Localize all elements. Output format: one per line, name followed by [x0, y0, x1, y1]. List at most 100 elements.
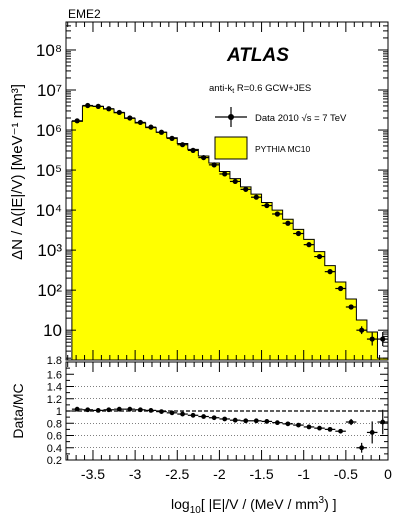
data-point — [327, 269, 333, 275]
ratio-point — [169, 410, 175, 416]
ratio-y-tick-label: 0.4 — [47, 443, 62, 455]
ratio-panel: 0.20.40.60.811.21.41.6 -3.5 -3 -2.5 -2 -1.5 -… — [10, 361, 392, 516]
data-point — [369, 336, 375, 342]
data-point — [232, 178, 238, 185]
data-point — [316, 253, 323, 260]
ratio-point — [232, 417, 238, 423]
ratio-point — [296, 422, 301, 428]
y-axis-label: ΔN / Δ(|E|/V) [MeV⁻¹ mm³] — [9, 84, 26, 260]
data-point — [158, 129, 165, 135]
ratio-y-tick-label: 1.2 — [47, 394, 62, 406]
ratio-y-tick-label: 0.8 — [47, 418, 62, 430]
ratio-point — [211, 415, 217, 421]
legend-mc-label: PYTHIA MC10 — [255, 144, 311, 154]
x-label-main: [ |E|/V / (MeV / mm — [201, 496, 319, 512]
ratio-point — [222, 416, 228, 422]
data-points — [71, 102, 388, 347]
x-tick-label: -2 — [213, 466, 226, 482]
data-point — [211, 162, 217, 168]
ratio-point — [359, 445, 365, 451]
data-point — [243, 186, 249, 192]
x-tick-label: -1.5 — [249, 466, 273, 482]
ratio-x-axis: -3.5 -3 -2.5 -2 -1.5 -1 -0.5 0 — [67, 362, 392, 482]
data-point — [201, 154, 207, 161]
ratio-plot-border — [65, 361, 389, 461]
x-label-end: ) ] — [324, 496, 336, 512]
mc-histogram-area — [71, 105, 389, 361]
data-point — [337, 285, 344, 292]
x-label-sub: 10 — [190, 505, 202, 516]
ratio-point — [74, 406, 80, 412]
jet-algorithm-label: anti-kt R=0.6 GCW+JES — [209, 83, 311, 95]
x-tick-label: -3 — [129, 466, 142, 482]
data-point — [116, 109, 122, 116]
ratio-point — [95, 407, 101, 413]
ratio-point — [159, 409, 164, 415]
data-point — [222, 171, 228, 177]
ratio-y-axis: 0.20.40.60.811.21.41.6 — [47, 361, 388, 467]
data-point — [106, 106, 112, 112]
y-tick-label: 10² — [37, 281, 62, 300]
ratio-y-tick-label: 0.6 — [47, 431, 62, 443]
data-point — [274, 211, 280, 217]
x-tick-label: 0 — [384, 466, 392, 482]
x-label-prefix: log — [171, 496, 190, 512]
main-plot-border — [65, 21, 389, 361]
legend-data-marker — [228, 114, 234, 120]
ratio-point — [253, 418, 259, 424]
region-label: EME2 — [68, 7, 101, 21]
ratio-point — [338, 428, 343, 434]
ratio-point — [190, 412, 196, 418]
ratio-point — [137, 407, 143, 413]
ratio-y-tick-label: 1.6 — [47, 369, 62, 381]
data-point — [179, 142, 186, 148]
data-point — [306, 242, 312, 248]
y-tick-label: 10⁵ — [36, 161, 62, 180]
x-tick-label: -2.5 — [165, 466, 189, 482]
data-point — [148, 124, 154, 130]
jet-algo-sub: t — [232, 88, 234, 95]
y-tick-label: 10⁸ — [36, 41, 62, 60]
data-point — [348, 304, 354, 310]
ratio-point — [180, 411, 185, 417]
ratio-point — [106, 407, 112, 413]
ratio-point — [285, 421, 291, 427]
ratio-point — [201, 414, 207, 419]
experiment-label: ATLAS — [226, 45, 289, 66]
data-point — [127, 115, 133, 121]
ratio-point — [243, 418, 249, 424]
legend-data-label: Data 2010 √s = 7 TeV — [255, 113, 347, 124]
x-label-sup: 3 — [319, 495, 325, 506]
ratio-y-tick-label: 0.2 — [47, 455, 62, 467]
jet-algo-suffix: R=0.6 GCW+JES — [234, 83, 311, 94]
ratio-point — [127, 406, 133, 412]
ratio-point — [380, 419, 386, 425]
data-point — [74, 118, 80, 124]
data-point — [190, 147, 196, 154]
x-tick-label: -3.5 — [81, 466, 105, 482]
y-tick-label: 10⁷ — [37, 81, 62, 100]
main-panel: 10 10² 10³ 10⁴ 10⁵ 10⁶ 10⁷ 10⁸ 1.8 EME2 ATLAS an… — [9, 7, 389, 367]
data-point — [95, 103, 101, 109]
ratio-point — [85, 407, 91, 413]
data-point — [359, 327, 365, 333]
data-point — [285, 220, 291, 226]
x-axis-label: log10[ |E|/V / (MeV / mm3) ] — [171, 495, 337, 516]
data-point — [253, 194, 259, 200]
legend-mc-swatch — [214, 136, 248, 160]
ratio-point — [306, 424, 312, 430]
y-tick-label: 10³ — [37, 241, 62, 260]
y-tick-label: 10 — [43, 321, 62, 340]
main-x-ticks — [67, 22, 389, 360]
y-tick-label: 1.8 — [47, 355, 62, 367]
ratio-point — [369, 430, 375, 435]
data-point — [137, 119, 143, 126]
ratio-y-tick-label: 1 — [56, 406, 62, 418]
x-tick-label: -0.5 — [334, 466, 358, 482]
ratio-point — [348, 419, 354, 425]
y-tick-label: 10⁴ — [36, 201, 62, 220]
data-point — [169, 135, 175, 141]
y-tick-label: 10⁶ — [36, 121, 62, 140]
data-point — [380, 336, 386, 342]
